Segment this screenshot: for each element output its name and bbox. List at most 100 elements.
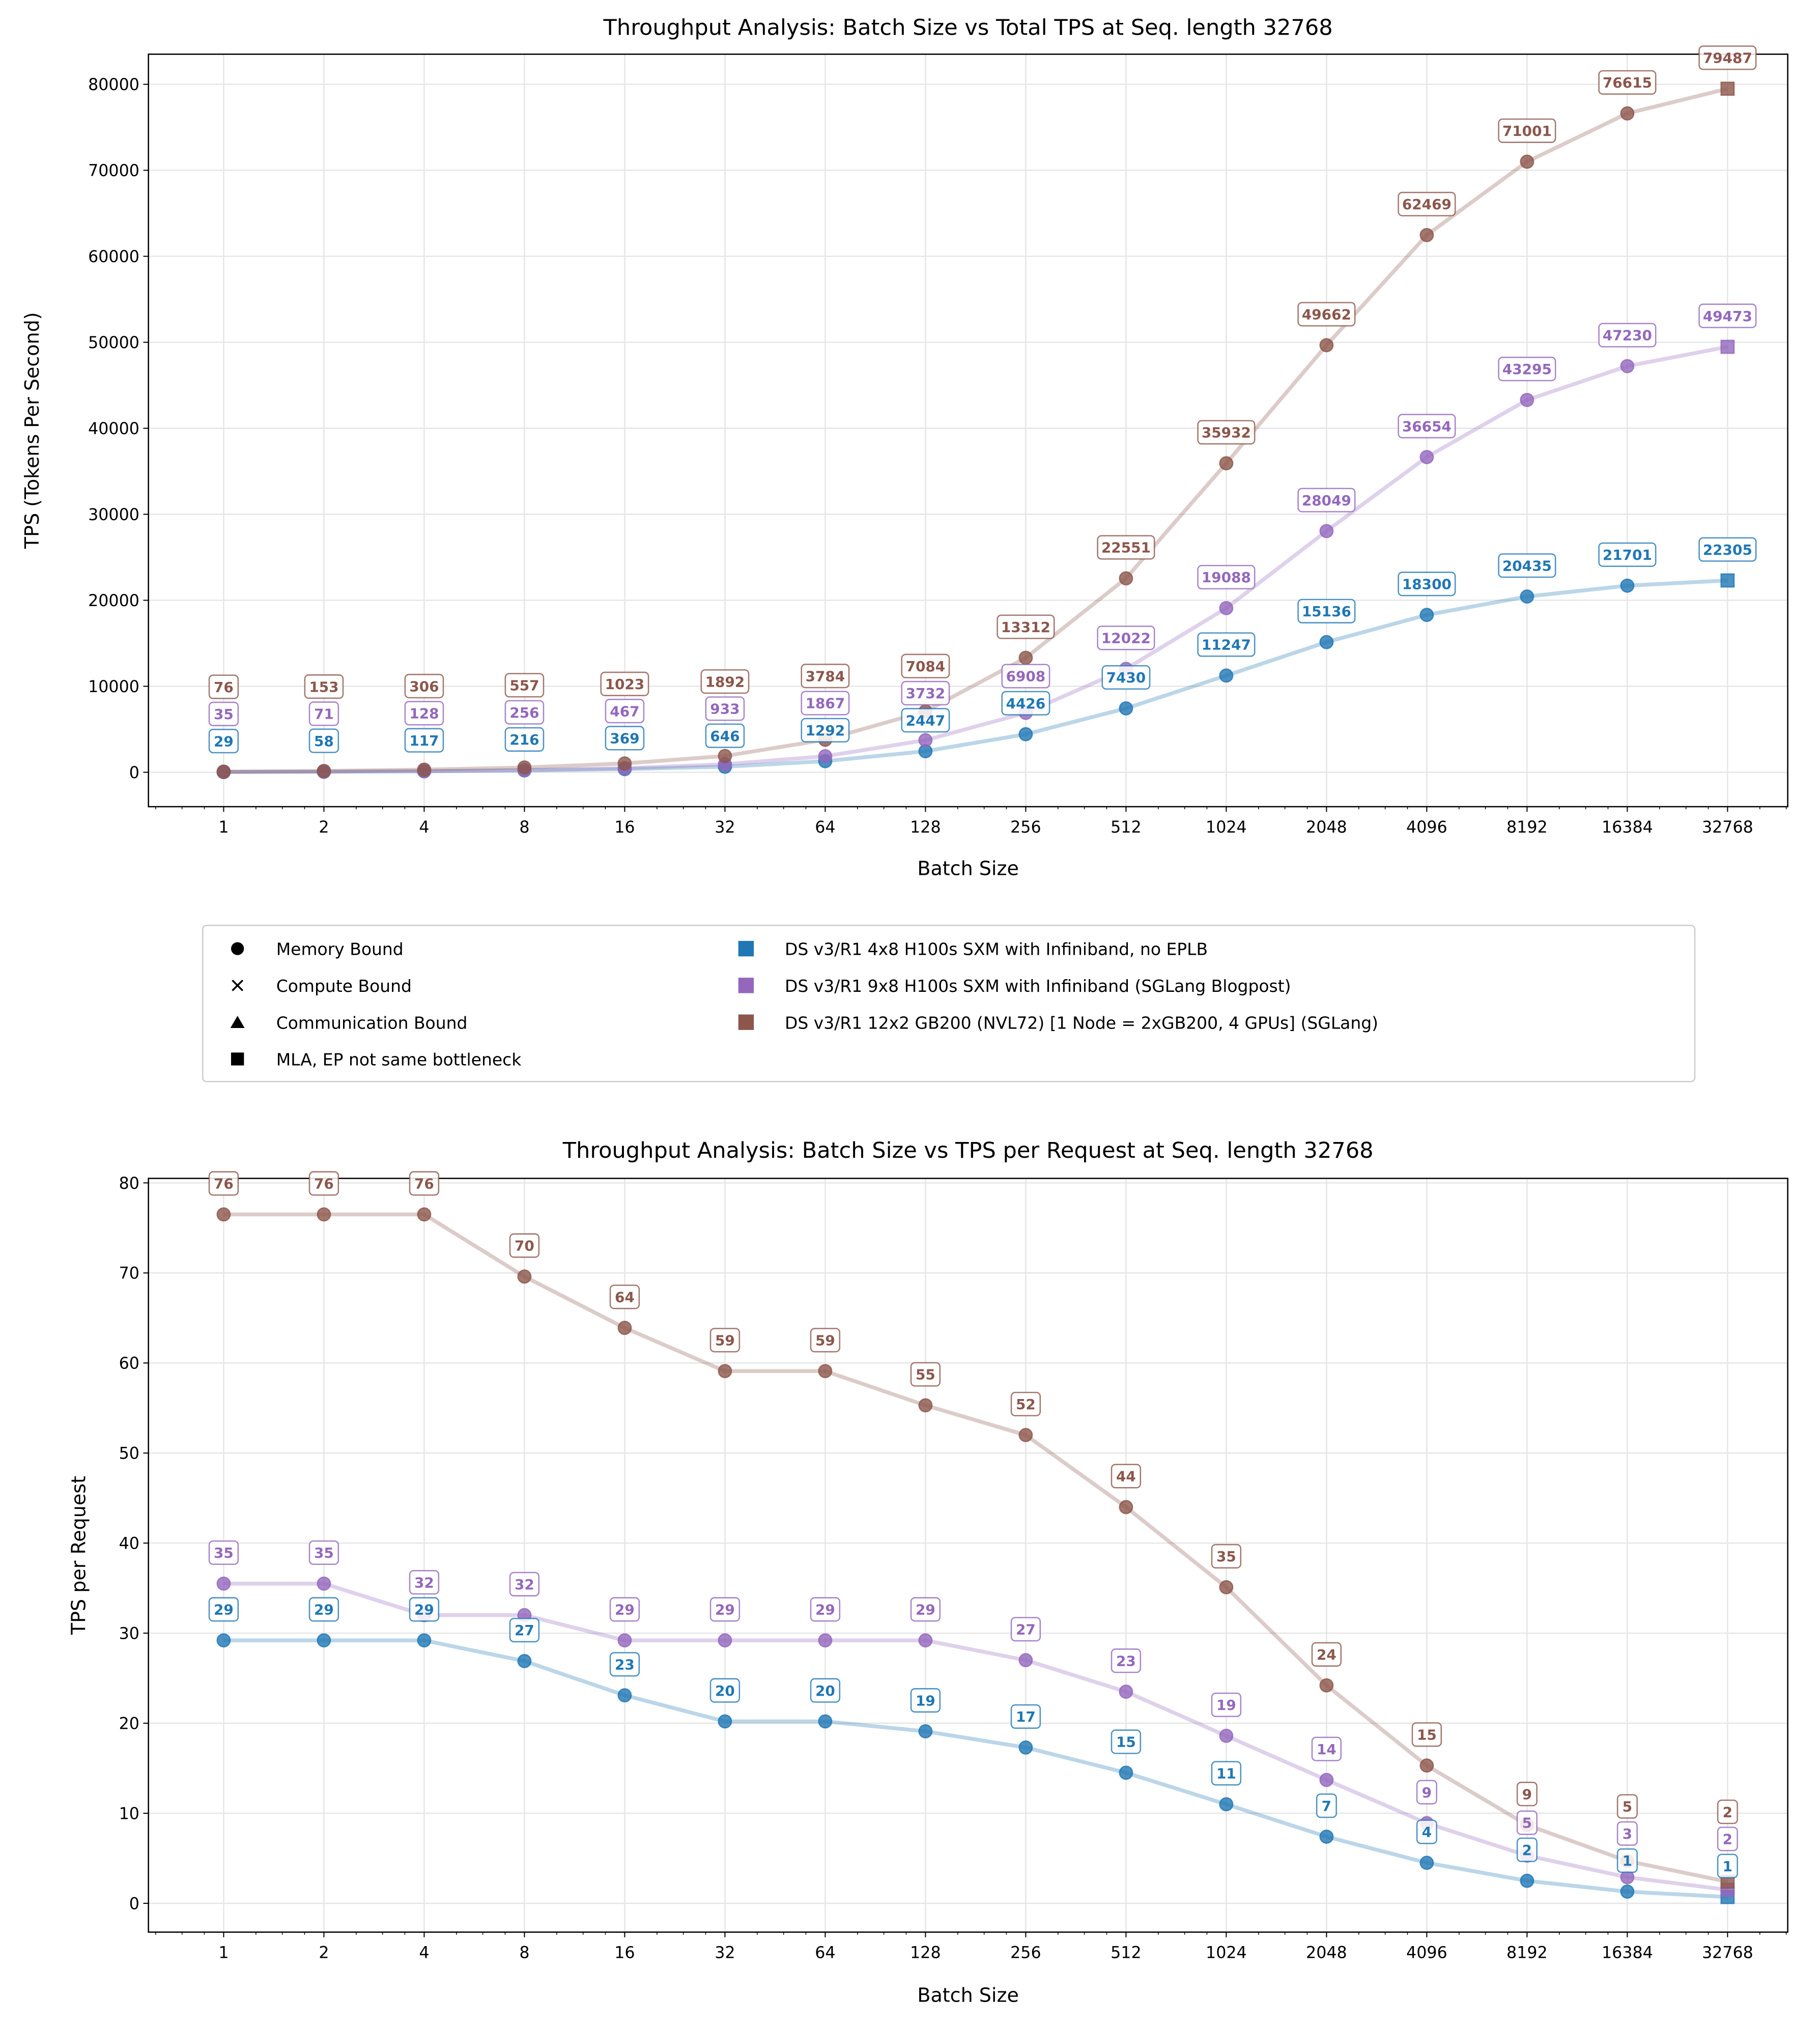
data-label-box [504,700,545,725]
data-label: 22305 [1703,541,1752,558]
data-label: 1 [1623,1852,1632,1869]
square-marker-icon [231,1052,244,1066]
data-label-box [810,1597,841,1622]
data-label: 28049 [1302,492,1351,509]
data-point-square [1720,339,1735,354]
data-point [818,1633,833,1648]
tps-per-request-chart: 1 2 4 8 16 32 64 128 256 512 1024 2048 4096 8192 16384… [67,1138,1788,2007]
data-point [1119,1685,1133,1699]
data-label: 20435 [1502,557,1552,574]
data-label-box [208,729,239,754]
data-label-box [504,673,545,698]
data-label: 2 [1522,1842,1532,1859]
data-point [1419,608,1434,622]
data-label-box [208,1597,239,1622]
data-label-box [1197,632,1256,657]
data-point [918,1633,933,1648]
data-label-box [1111,1648,1142,1673]
data-label: 2 [1723,1831,1732,1848]
data-label-box [409,1597,440,1622]
data-label: 29 [314,1602,334,1618]
series-color-swatch-icon [738,978,754,993]
chart-title: Throughput Analysis: Batch Size vs TPS p… [562,1138,1374,1163]
data-point [517,1269,532,1284]
x-axis-label: Batch Size [917,857,1018,879]
data-label: 128 [409,705,439,722]
x-tick-label: 32 [715,818,735,837]
data-point [818,749,833,763]
data-label-box [709,1328,741,1353]
data-label-box [609,1597,640,1622]
data-point [1319,1678,1334,1693]
x-tick-label: 256 [1010,818,1041,837]
data-label: 29 [815,1602,835,1618]
data-point [1219,1797,1234,1812]
data-label: 12022 [1101,630,1151,647]
data-label-box [1010,1391,1041,1417]
data-label: 15 [1116,1734,1136,1751]
chart-title: Throughput Analysis: Batch Size vs Total… [603,15,1333,40]
data-label-box [409,1171,440,1196]
data-point [1520,1873,1534,1888]
y-axis-label: TPS per Request [67,1476,90,1635]
data-label-box [1717,1800,1738,1824]
series-line [223,345,1728,774]
data-label-box [997,614,1055,639]
data-point [1419,1855,1434,1870]
data-point [718,1633,732,1648]
data-label-box [1297,488,1356,512]
y-tick-label: 70 [119,1265,139,1283]
data-label: 19 [916,1692,935,1709]
data-point [1119,701,1133,716]
data-label: 27 [1016,1621,1036,1638]
x-tick-label: 1 [218,818,229,837]
data-label-box [901,653,950,678]
y-tick-label: 50 [119,1445,139,1463]
data-label: 1292 [806,722,845,739]
data-label-box [910,1597,941,1622]
x-tick-label: 32768 [1702,1944,1753,1962]
data-label: 52 [1016,1396,1036,1413]
data-label-box [1311,1736,1342,1761]
triangle-marker-icon [230,1015,245,1029]
data-label-box [1311,1642,1342,1667]
data-label-box [1498,118,1556,143]
data-label-box [509,1233,540,1258]
data-label-box [208,701,239,726]
data-label-box [1516,1837,1538,1862]
x-tick-label: 128 [910,818,941,837]
data-point [517,1654,532,1668]
data-label: 13312 [1001,619,1050,636]
data-label-box [1211,1761,1242,1786]
data-label-box [208,674,239,699]
data-label: 76615 [1603,74,1652,91]
y-tick-label: 60 [119,1355,139,1373]
legend-label: Communication Bound [276,1013,468,1033]
data-label: 35 [214,1545,234,1561]
data-label-box [1197,564,1256,590]
data-point [1620,359,1635,374]
data-label: 49662 [1302,306,1351,323]
data-point [317,1633,331,1648]
data-label: 32 [414,1574,434,1591]
data-label-box [801,691,850,716]
data-label: 1867 [806,695,845,712]
legend-label: DS v3/R1 9x8 H100s SXM with Infiniband (… [785,976,1291,996]
data-label-box [308,701,339,726]
x-axis-label: Batch Size [917,1984,1018,2007]
data-label: 79487 [1703,50,1752,67]
data-label-box [1097,625,1155,650]
data-label-box [1598,70,1657,95]
series-line [223,1212,1728,1884]
data-point [417,1207,432,1222]
data-label-box [1516,1810,1538,1835]
data-point [417,762,432,777]
legend-label: Compute Bound [276,976,412,996]
data-label: 22551 [1101,539,1151,556]
y-tick-label: 30000 [88,506,139,524]
data-label: 933 [710,701,740,718]
data-label: 19 [1216,1697,1236,1714]
data-label-box [910,1688,941,1713]
data-label: 49473 [1703,308,1752,325]
data-point [216,764,231,779]
